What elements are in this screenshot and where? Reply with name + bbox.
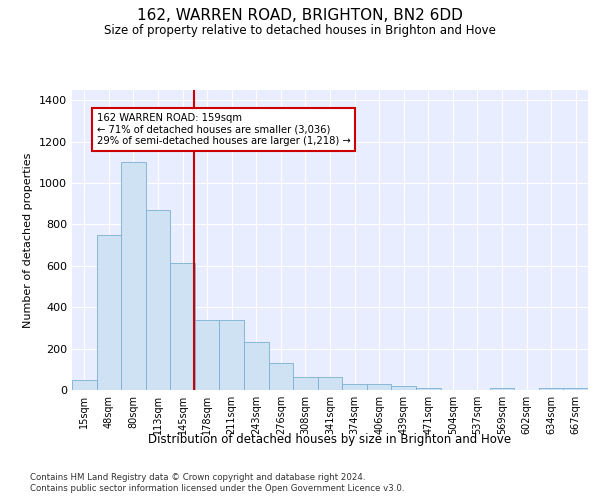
Bar: [367, 384, 391, 390]
Bar: [121, 162, 146, 390]
Bar: [342, 384, 367, 390]
Bar: [72, 380, 97, 390]
Bar: [539, 388, 563, 390]
Bar: [391, 386, 416, 390]
Bar: [416, 388, 440, 390]
Text: Distribution of detached houses by size in Brighton and Hove: Distribution of detached houses by size …: [148, 432, 512, 446]
Bar: [244, 342, 269, 390]
Bar: [97, 235, 121, 390]
Bar: [293, 376, 318, 390]
Text: Size of property relative to detached houses in Brighton and Hove: Size of property relative to detached ho…: [104, 24, 496, 37]
Bar: [220, 320, 244, 390]
Text: 162, WARREN ROAD, BRIGHTON, BN2 6DD: 162, WARREN ROAD, BRIGHTON, BN2 6DD: [137, 8, 463, 22]
Bar: [563, 388, 588, 390]
Bar: [146, 210, 170, 390]
Y-axis label: Number of detached properties: Number of detached properties: [23, 152, 34, 328]
Text: Contains public sector information licensed under the Open Government Licence v3: Contains public sector information licen…: [30, 484, 404, 493]
Bar: [490, 388, 514, 390]
Bar: [269, 363, 293, 390]
Text: Contains HM Land Registry data © Crown copyright and database right 2024.: Contains HM Land Registry data © Crown c…: [30, 472, 365, 482]
Bar: [170, 263, 195, 390]
Bar: [195, 320, 220, 390]
Bar: [318, 376, 342, 390]
Text: 162 WARREN ROAD: 159sqm
← 71% of detached houses are smaller (3,036)
29% of semi: 162 WARREN ROAD: 159sqm ← 71% of detache…: [97, 113, 350, 146]
